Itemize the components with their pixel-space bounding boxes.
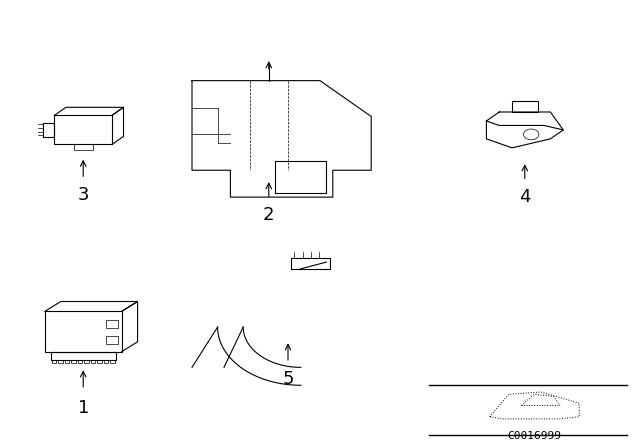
Text: 2: 2 [263,206,275,224]
Text: 1: 1 [77,399,89,417]
Text: 3: 3 [77,186,89,204]
Bar [54,116,112,145]
Bar [106,320,118,328]
Bar [52,360,56,363]
Bar [275,161,326,193]
Bar [71,360,76,363]
Bar [84,360,89,363]
Bar [97,360,102,363]
Text: 5: 5 [282,370,294,388]
Bar [45,311,122,352]
Bar [111,360,115,363]
Text: C0016999: C0016999 [508,431,561,441]
Bar [104,360,108,363]
Bar [51,352,116,360]
Bar [74,145,93,150]
Bar [65,360,69,363]
Bar [91,360,95,363]
Bar [58,360,63,363]
Text: 4: 4 [519,188,531,206]
Bar [291,258,330,269]
Bar [43,123,54,137]
Bar [78,360,82,363]
Bar [512,101,538,112]
Bar [106,336,118,344]
